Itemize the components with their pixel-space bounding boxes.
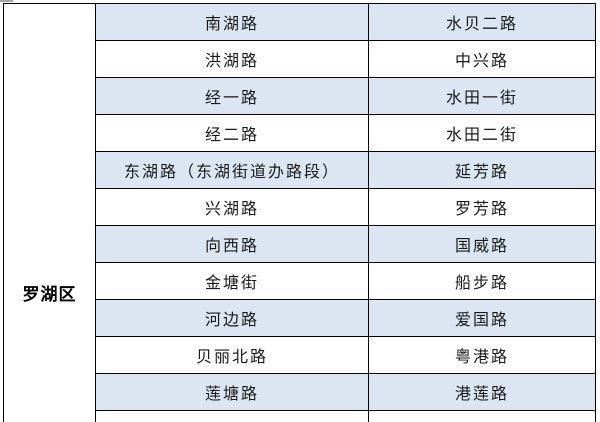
- road-cell-left: 金塘街: [95, 262, 369, 300]
- table-row: 莲塘路 港莲路: [4, 373, 596, 411]
- road-cell-left: 洪湖路: [95, 40, 369, 78]
- road-cell-left: 兴湖路: [95, 188, 369, 226]
- table-row: 经二路 水田二街: [4, 114, 596, 152]
- road-cell-right: [368, 410, 596, 422]
- table-row: 洪湖路 中兴路: [4, 40, 596, 78]
- screenshot-edge-artifact: [0, 0, 13, 2]
- table-row: 金塘街 船步路: [4, 262, 596, 300]
- district-label: 罗湖区: [22, 285, 77, 304]
- district-cell: 罗湖区: [3, 3, 96, 422]
- road-cell-left: 南湖路: [95, 3, 369, 41]
- road-cell-left: 河边路: [95, 299, 369, 337]
- table-row: 向西路 国威路: [4, 225, 596, 263]
- road-cell-right: 中兴路: [368, 40, 596, 78]
- road-cell-left: 东湖路（东湖街道办路段）: [95, 151, 369, 189]
- road-cell-left: 经一路: [95, 77, 369, 115]
- table-row: 东湖路（东湖街道办路段） 延芳路: [4, 151, 596, 189]
- road-cell-right: 罗芳路: [368, 188, 596, 226]
- road-cell-left: 经二路: [95, 114, 369, 152]
- road-cell-left: 贝丽北路: [95, 336, 369, 374]
- table-row-partial: [4, 410, 596, 422]
- road-cell-right: 水田一街: [368, 77, 596, 115]
- road-cell-right: 水贝二路: [368, 3, 596, 41]
- road-cell-right: 爱国路: [368, 299, 596, 337]
- road-cell-right: 港莲路: [368, 373, 596, 411]
- road-cell-right: 船步路: [368, 262, 596, 300]
- road-cell-right: 国威路: [368, 225, 596, 263]
- table-row: 兴湖路 罗芳路: [4, 188, 596, 226]
- road-cell-right: 水田二街: [368, 114, 596, 152]
- table-row: 河边路 爱国路: [4, 299, 596, 337]
- road-cell-left: [95, 410, 369, 422]
- road-cell-left: 莲塘路: [95, 373, 369, 411]
- table-row: 罗湖区 南湖路 水贝二路: [3, 3, 596, 422]
- road-cell-right: 粤港路: [368, 336, 596, 374]
- road-cell-left: 向西路: [95, 225, 369, 263]
- road-cell-right: 延芳路: [368, 151, 596, 189]
- district-roads-table: 罗湖区 南湖路 水贝二路 洪湖路 中兴路 经一路 水田一街 经二路 水田二街 东…: [3, 3, 596, 422]
